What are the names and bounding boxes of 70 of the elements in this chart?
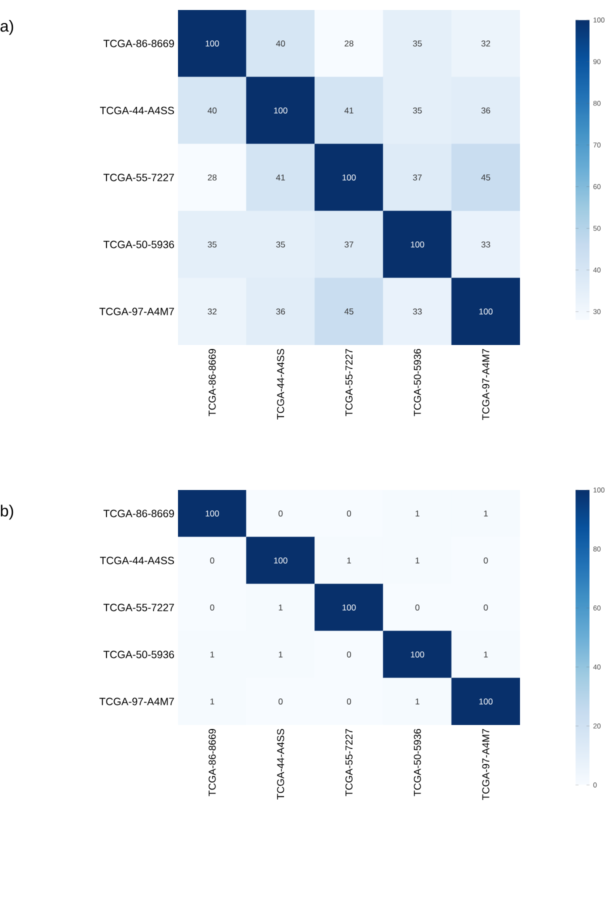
data-label: 0 xyxy=(484,604,488,611)
data-label: 40 xyxy=(208,107,217,114)
data-label: 0 xyxy=(484,558,488,564)
data-label: 1 xyxy=(347,558,351,564)
data-label: 0 xyxy=(210,604,214,611)
data-label: 100 xyxy=(410,241,424,248)
data-label: 35 xyxy=(276,241,285,248)
data-label: 0 xyxy=(346,510,352,517)
data-label: 36 xyxy=(481,107,490,114)
data-label: 100 xyxy=(206,510,219,517)
data-label: 100 xyxy=(342,604,356,611)
y-tick-label: TCGA-44-A4SS xyxy=(100,106,174,114)
x-tick-label: TCGA-50-5936 xyxy=(414,348,421,416)
y-tick-label: TCGA-50-5936 xyxy=(104,240,174,248)
data-label: 36 xyxy=(276,308,285,314)
data-label: 1 xyxy=(416,510,420,516)
y-tick-label: TCGA-97-A4M7 xyxy=(99,308,174,316)
data-label: 40 xyxy=(276,40,285,46)
data-label: 1 xyxy=(484,510,488,516)
y-tick-label: TCGA-55-7227 xyxy=(104,174,174,182)
data-label: 35 xyxy=(413,40,422,46)
x-tick-label: TCGA-55-7227 xyxy=(345,349,353,416)
data-label: 45 xyxy=(344,308,354,314)
y-tick-label: TCGA-55-7227 xyxy=(104,604,174,612)
data-label: 28 xyxy=(208,174,217,180)
y-tick-label: TCGA-50-5936 xyxy=(104,650,174,658)
data-label: 100 xyxy=(274,558,288,564)
x-tick-label: TCGA-44-A4SS xyxy=(277,728,284,800)
y-tick-label: TCGA-97-A4M7 xyxy=(99,698,174,706)
text: b) xyxy=(0,504,14,520)
data-label: 37 xyxy=(344,241,354,248)
data-label: 45 xyxy=(481,174,490,180)
data-label: 0 xyxy=(278,510,283,517)
x-tick-label: TCGA-44-A4SS xyxy=(277,348,284,420)
text: a) xyxy=(0,20,14,35)
data-label: 1 xyxy=(416,558,420,564)
data-label: 32 xyxy=(208,308,216,314)
data-label: 100 xyxy=(342,174,356,180)
y-tick-label: TCGA-86-8669 xyxy=(104,40,174,48)
data-label: 1 xyxy=(278,604,283,610)
data-label: 35 xyxy=(413,107,422,114)
data-label: 1 xyxy=(484,652,488,658)
data-label: 41 xyxy=(276,174,285,180)
data-label: 100 xyxy=(206,40,219,46)
x-tick-label: TCGA-55-7227 xyxy=(345,729,353,796)
data-label: 1 xyxy=(210,652,214,658)
data-label: 33 xyxy=(481,241,490,248)
data-label: 100 xyxy=(479,698,493,705)
data-label: 28 xyxy=(344,40,354,46)
x-tick-label: TCGA-97-A4M7 xyxy=(482,729,490,800)
data-label: 1 xyxy=(278,652,283,658)
data-label: 100 xyxy=(410,651,424,658)
data-label: 0 xyxy=(278,698,283,705)
data-label: 0 xyxy=(415,604,420,611)
data-label: 100 xyxy=(479,308,493,314)
data-label: 32 xyxy=(481,40,490,46)
data-label: 35 xyxy=(208,241,217,248)
x-tick-label: TCGA-50-5936 xyxy=(414,728,421,796)
x-tick-label: TCGA-86-8669 xyxy=(208,729,216,796)
data-label: 41 xyxy=(344,108,354,114)
data-label: 100 xyxy=(274,107,288,114)
data-label: 37 xyxy=(413,174,422,180)
data-label: 0 xyxy=(346,698,352,705)
data-label: 1 xyxy=(210,698,214,704)
y-tick-label: TCGA-86-8669 xyxy=(104,510,174,518)
x-tick-label: TCGA-97-A4M7 xyxy=(482,349,490,420)
y-tick-label: TCGA-44-A4SS xyxy=(100,556,174,564)
x-tick-label: TCGA-86-8669 xyxy=(208,349,216,416)
data-label: 0 xyxy=(210,558,214,564)
data-label: 0 xyxy=(346,651,352,658)
